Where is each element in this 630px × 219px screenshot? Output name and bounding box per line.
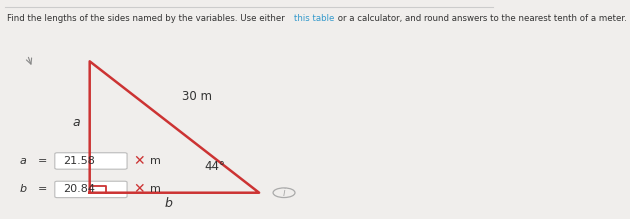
Text: 44°: 44° — [204, 160, 225, 173]
Text: i: i — [283, 188, 285, 198]
Text: 30 m: 30 m — [182, 90, 212, 103]
Text: m: m — [151, 184, 161, 194]
Text: b: b — [164, 197, 173, 210]
Text: m: m — [151, 156, 161, 166]
Text: b: b — [20, 184, 27, 194]
Text: ✕: ✕ — [134, 182, 145, 196]
Text: =: = — [37, 184, 47, 194]
Text: a: a — [20, 156, 27, 166]
Text: =: = — [37, 156, 47, 166]
Text: this table: this table — [294, 14, 334, 23]
FancyBboxPatch shape — [55, 181, 127, 198]
FancyBboxPatch shape — [55, 153, 127, 169]
Text: Find the lengths of the sides named by the variables. Use either: Find the lengths of the sides named by t… — [8, 14, 288, 23]
Text: or a calculator, and round answers to the nearest tenth of a meter.: or a calculator, and round answers to th… — [335, 14, 627, 23]
Text: ✕: ✕ — [134, 154, 145, 168]
Text: 20.84: 20.84 — [63, 184, 95, 194]
Text: a: a — [72, 116, 80, 129]
Text: 21.58: 21.58 — [63, 156, 95, 166]
